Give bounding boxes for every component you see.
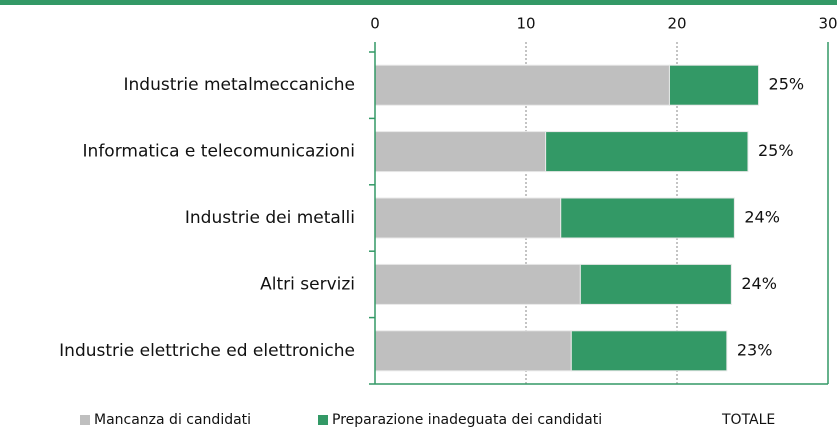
bar-segment <box>374 263 581 305</box>
x-tick-label: 30 <box>818 15 837 33</box>
total-label: 24% <box>744 208 780 227</box>
top-band <box>0 0 837 5</box>
category-label: Industrie dei metalli <box>185 208 355 228</box>
bar-segment <box>374 131 547 173</box>
category-label: Industrie elettriche ed elettroniche <box>59 341 355 361</box>
legend-swatch <box>318 415 328 425</box>
total-label: 23% <box>737 340 773 359</box>
legend-label: TOTALE <box>721 412 775 428</box>
x-tick-label: 20 <box>667 15 686 33</box>
x-tick-label: 0 <box>370 15 380 33</box>
bar-segment <box>374 197 562 239</box>
legend-label: Mancanza di candidati <box>94 412 251 428</box>
x-tick-label: 10 <box>516 15 535 33</box>
category-label: Altri servizi <box>260 274 355 294</box>
legend-label: Preparazione inadeguata dei candidati <box>332 412 602 428</box>
bar-segment <box>579 263 732 305</box>
bar-segment <box>668 64 760 106</box>
total-label: 25% <box>758 141 794 160</box>
bar-segment <box>374 64 670 106</box>
bar-segment <box>545 131 749 173</box>
legend-swatch <box>80 415 90 425</box>
bar-segment <box>560 197 735 239</box>
bar-segment <box>570 330 728 372</box>
total-label: 25% <box>769 75 805 94</box>
bar-segment <box>374 330 572 372</box>
total-label: 24% <box>741 274 777 293</box>
category-label: Informatica e telecomunicazioni <box>83 142 355 162</box>
category-label: Industrie metalmeccaniche <box>124 75 355 95</box>
